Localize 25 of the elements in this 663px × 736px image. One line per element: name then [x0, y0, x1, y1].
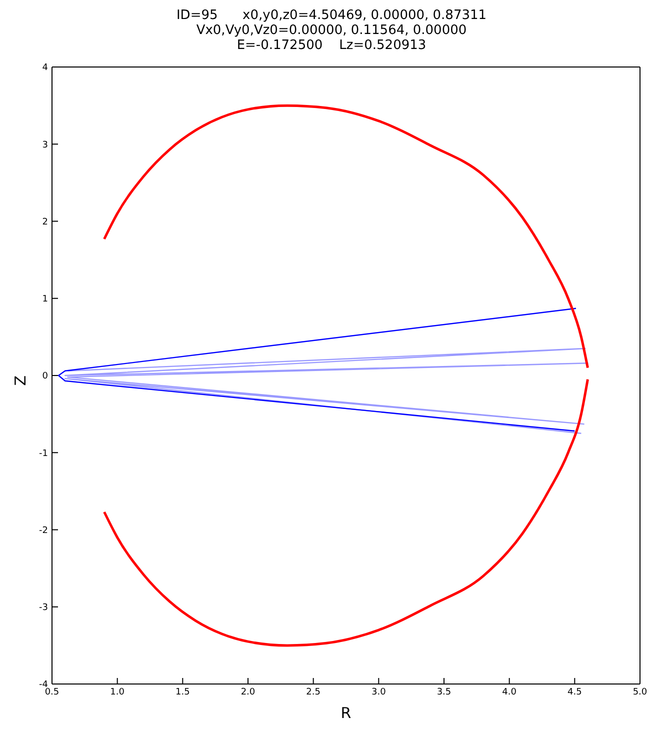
y-tick-label: -3 — [39, 603, 48, 614]
x-tick-label: 2.0 — [240, 687, 256, 698]
y-tick-label: 2 — [42, 217, 48, 228]
x-tick-label: 4.0 — [502, 687, 517, 698]
y-axis-title: Z — [11, 376, 30, 386]
line-series — [103, 378, 589, 647]
y-tick-label: 3 — [42, 140, 48, 150]
x-tick-label: 4.5 — [568, 687, 582, 698]
x-tick-label: 3.0 — [372, 687, 386, 698]
x-tick-label: 2.5 — [306, 687, 320, 698]
x-tick-label: 1.5 — [176, 687, 190, 698]
x-axis-title: R — [340, 704, 352, 722]
y-tick-label: 4 — [42, 63, 48, 74]
line-series — [103, 104, 589, 370]
y-tick-label: 1 — [42, 294, 48, 305]
x-tick-label: 1.0 — [110, 687, 125, 698]
line-series — [58, 308, 577, 432]
y-tick-label: -2 — [39, 526, 48, 536]
y-tick-label: -1 — [39, 448, 48, 459]
x-tick-label: 3.5 — [436, 687, 452, 698]
x-tick-label: 0.5 — [44, 687, 60, 698]
line-series — [64, 348, 588, 434]
chart-title: ID=95 x0,y0,z0=4.50469, 0.00000, 0.87311 Vx0,Vy0,Vz0=0.00000, 0.11564, 0.00000 E=-0.172500 Lz=0.520913 — [175, 8, 488, 55]
y-tick-label: 0 — [42, 372, 48, 382]
x-tick-label: 5.0 — [632, 687, 648, 698]
